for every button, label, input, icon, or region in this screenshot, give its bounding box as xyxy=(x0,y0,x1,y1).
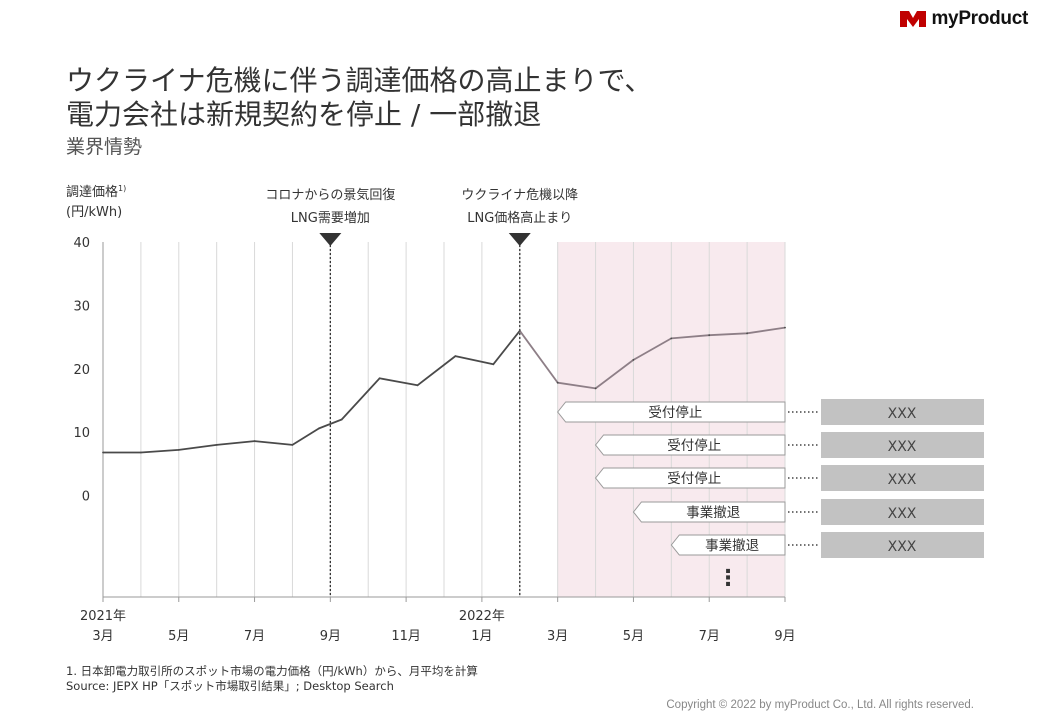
y-axis-unit: (円/kWh) xyxy=(66,205,122,220)
price-line-forecast xyxy=(519,326,786,390)
price-data-point xyxy=(784,326,786,329)
callout-arrow-box xyxy=(594,467,786,489)
event-marker-triangle xyxy=(508,233,531,246)
event-label-1-line1: コロナからの景気回復 xyxy=(265,187,395,203)
price-data-point xyxy=(454,355,457,357)
x-tick-month-label: 1月 xyxy=(471,629,492,644)
price-data-point xyxy=(594,387,597,390)
price-data-point xyxy=(708,334,711,337)
price-data-point xyxy=(518,329,521,332)
callout-label: 受付停止 xyxy=(648,404,702,421)
copyright: Copyright © 2022 by myProduct Co., Ltd. … xyxy=(666,699,974,711)
x-tick-month-label: 11月 xyxy=(391,629,421,644)
callout-label: 受付停止 xyxy=(667,470,721,487)
footnote-source: Source: JEPX HP「スポット市場取引結果」; Desktop Sea… xyxy=(66,679,394,693)
price-data-point xyxy=(746,332,748,335)
price-data-point xyxy=(102,451,104,454)
callout-target-label: XXX xyxy=(888,506,917,522)
callout-target-label: XXX xyxy=(888,539,917,555)
page-title: ウクライナ危機に伴う調達価格の高止まりで、 電力会社は新規契約を停止 / 一部撤… xyxy=(66,64,652,132)
y-tick-label: 0 xyxy=(82,490,90,505)
brand-logo: myProduct xyxy=(900,8,1028,30)
callout-target-label: XXX xyxy=(888,439,917,455)
price-data-point xyxy=(556,381,559,384)
callout-row-3: 受付停止 XXX xyxy=(594,465,984,491)
x-tick-month-label: 7月 xyxy=(699,629,720,644)
footnote-1: 1. 日本卸電力取引所のスポット市場の電力価格（円/kWh）から、月平均を計算 xyxy=(66,664,478,678)
callout-target-box xyxy=(821,465,984,491)
price-data-point xyxy=(215,444,218,446)
brand-name: myProduct xyxy=(931,8,1028,29)
callout-target-label: XXX xyxy=(888,472,917,488)
callout-label: 事業撤退 xyxy=(686,505,740,521)
event-marker-triangle xyxy=(319,233,342,246)
callout-row-4: 事業撤退 XXX xyxy=(632,499,984,525)
brand-logo-icon xyxy=(900,11,927,27)
y-tick-label: 40 xyxy=(73,236,90,251)
page-subtitle: 業界情勢 xyxy=(66,136,143,158)
callout-target-label: XXX xyxy=(888,406,917,422)
event-label-1-line2: LNG需要増加 xyxy=(291,211,370,226)
x-tick-month-label: 9月 xyxy=(774,629,795,644)
x-tick-month-label: 5月 xyxy=(623,629,644,644)
callout-target-box xyxy=(821,432,984,458)
y-axis-title-superscript: 1) xyxy=(118,184,126,193)
x-tick-year-label: 2021年 xyxy=(80,609,126,624)
callout-row-1: 受付停止 XXX xyxy=(557,399,984,425)
callout-target-box xyxy=(821,399,984,425)
price-data-point xyxy=(340,418,343,421)
callout-row-5: 事業撤退 XXX xyxy=(670,532,984,558)
footnotes: 1. 日本卸電力取引所のスポット市場の電力価格（円/kWh）から、月平均を計算 … xyxy=(66,664,478,694)
x-tick-month-label: 7月 xyxy=(244,629,265,644)
y-axis-title: 調達価格1) xyxy=(66,184,126,200)
callout-row-2: 受付停止 XXX xyxy=(594,432,984,458)
y-tick-label: 20 xyxy=(73,363,90,378)
callout-arrow-box xyxy=(594,434,786,456)
price-data-point xyxy=(177,449,180,451)
price-line-actual xyxy=(103,330,521,454)
price-data-point xyxy=(378,377,381,380)
more-items-indicator: ⋮ xyxy=(717,566,739,591)
page-title-line-2: 電力会社は新規契約を停止 / 一部撤退 xyxy=(66,98,542,131)
price-data-point xyxy=(492,363,495,366)
y-tick-label: 10 xyxy=(73,426,90,441)
callout-arrow-box xyxy=(557,401,786,423)
x-tick-month-label: 9月 xyxy=(320,629,341,644)
price-data-point xyxy=(416,384,419,387)
callout-label: 受付停止 xyxy=(667,437,721,454)
price-data-point xyxy=(253,440,256,442)
callout-label: 事業撤退 xyxy=(705,538,759,554)
price-data-point xyxy=(670,337,673,340)
callout-target-box xyxy=(821,499,984,525)
callout-arrow-box xyxy=(632,501,786,523)
event-label-2-line1: ウクライナ危機以降 xyxy=(461,188,578,203)
price-data-point xyxy=(632,359,635,361)
price-data-point xyxy=(318,427,320,430)
x-tick-month-label: 5月 xyxy=(168,629,189,644)
y-tick-label: 30 xyxy=(73,299,90,314)
x-tick-month-label: 3月 xyxy=(547,629,568,644)
price-data-point xyxy=(291,444,294,446)
x-tick-month-label: 3月 xyxy=(92,629,113,644)
price-data-point xyxy=(140,451,142,454)
event-label-2-line2: LNG価格高止まり xyxy=(467,210,572,226)
callout-target-box xyxy=(821,532,984,558)
x-tick-year-label: 2022年 xyxy=(459,609,505,624)
callout-arrow-box xyxy=(670,534,786,556)
page-title-line-1: ウクライナ危機に伴う調達価格の高止まりで、 xyxy=(66,64,653,97)
